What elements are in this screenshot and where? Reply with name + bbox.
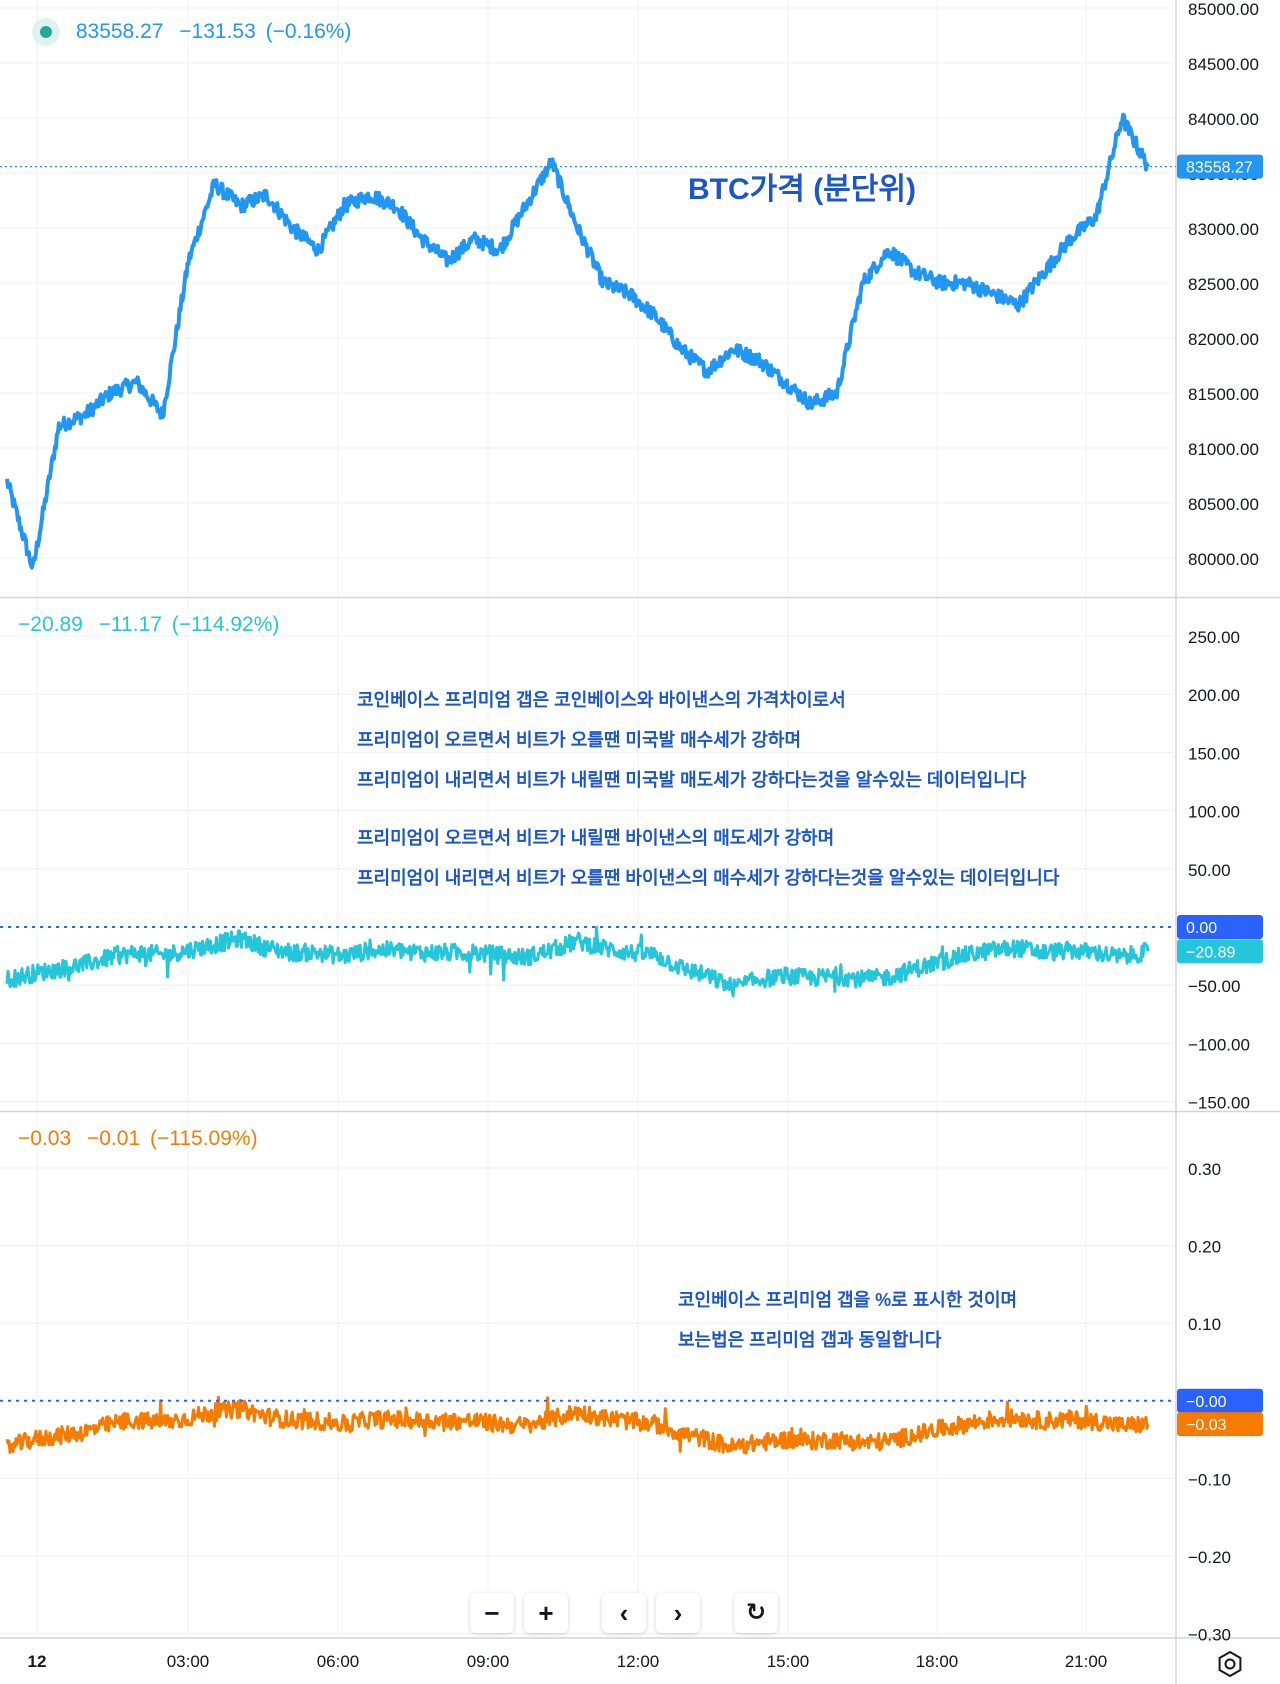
y-tick-label: 80000.00	[1188, 550, 1259, 569]
y-tick-label: 82000.00	[1188, 330, 1259, 349]
gear-icon	[1218, 1651, 1242, 1677]
y-tick-label: 84000.00	[1188, 110, 1259, 129]
btc-legend-pct: (−0.16%)	[265, 19, 352, 43]
y-tick-label: 80500.00	[1188, 495, 1259, 514]
y-tick-label: 50.00	[1188, 861, 1231, 880]
gap-legend: −20.89 −11.17 (−114.92%)	[18, 613, 289, 637]
gap-annotation-line: 프리미엄이 내리면서 비트가 내릴땐 미국발 매도세가 강하다는것을 알수있는 …	[357, 770, 1027, 790]
y-tick-label: 84500.00	[1188, 55, 1259, 74]
series-line[interactable]	[5, 1395, 1150, 1455]
chevron-right-icon: ›	[673, 1598, 683, 1628]
price-badge-label: 0.00	[1186, 920, 1217, 937]
y-tick-label: 81500.00	[1188, 385, 1259, 404]
gap-pct-legend: −0.03 −0.01 (−115.09%)	[18, 1127, 268, 1151]
reset-icon: ↻	[745, 1599, 767, 1626]
y-tick-label: 200.00	[1188, 686, 1240, 705]
axis-settings-button[interactable]	[1214, 1648, 1246, 1680]
y-tick-label: 100.00	[1188, 803, 1240, 822]
reset-chart-button[interactable]: ↻	[734, 1593, 778, 1633]
gap-pct-legend-pct: (−115.09%)	[149, 1127, 258, 1150]
y-tick-label: 82500.00	[1188, 275, 1259, 294]
scroll-right-button[interactable]: ›	[656, 1593, 700, 1633]
x-tick-label: 18:00	[916, 1652, 959, 1671]
gap-annotation-line	[357, 800, 1059, 818]
y-tick-label: 150.00	[1188, 744, 1240, 763]
y-tick-label: 0.30	[1188, 1160, 1221, 1179]
x-tick-label: 03:00	[167, 1652, 210, 1671]
btc-title-annotation: BTC가격 (분단위)	[688, 173, 916, 206]
chart-toolbar: − + ‹ › ↻	[470, 1593, 778, 1633]
gap-pct-legend-change: −0.01	[86, 1127, 141, 1150]
btc-legend-change: −131.53	[179, 19, 256, 43]
series-line[interactable]	[5, 112, 1150, 570]
y-tick-label: 250.00	[1188, 628, 1240, 647]
gap-annotation-line: 프리미엄이 내리면서 비트가 오를땐 바이낸스의 매수세가 강하다는것을 알수있…	[357, 868, 1060, 888]
gap-annotation-line: 프리미엄이 오르면서 비트가 오를땐 미국발 매수세가 강하며	[357, 730, 802, 750]
price-badge-label: −0.00	[1186, 1394, 1227, 1411]
x-tick-label: 06:00	[317, 1652, 360, 1671]
price-badge: 83558.27	[1177, 154, 1263, 179]
y-tick-label: −100.00	[1188, 1035, 1250, 1054]
minus-icon: −	[484, 1598, 500, 1628]
chevron-left-icon: ‹	[619, 1598, 629, 1628]
scroll-left-button[interactable]: ‹	[602, 1593, 646, 1633]
btc-legend: 83558.27 −131.53 (−0.16%)	[32, 18, 361, 46]
btc-status-icon	[32, 18, 60, 46]
gap-legend-change: −11.17	[98, 613, 162, 636]
gap-annotation-line: 프리미엄이 오르면서 비트가 내릴땐 바이낸스의 매도세가 강하며	[357, 828, 835, 848]
x-tick-label: 09:00	[467, 1652, 510, 1671]
x-tick-label: 21:00	[1065, 1652, 1108, 1671]
y-tick-label: 81000.00	[1188, 440, 1259, 459]
plus-icon: +	[538, 1598, 554, 1628]
y-tick-label: 83000.00	[1188, 220, 1259, 239]
gap-annotation: 코인베이스 프리미엄 갭은 코인베이스와 바이낸스의 가격차이로서 프리미엄이 …	[357, 680, 1059, 898]
zoom-out-button[interactable]: −	[470, 1593, 514, 1633]
price-badge: −0.03	[1177, 1412, 1263, 1437]
zoom-in-button[interactable]: +	[524, 1593, 568, 1633]
price-badge: 0.00	[1177, 915, 1263, 939]
y-tick-label: −0.20	[1188, 1548, 1231, 1567]
price-badge-label: −0.03	[1186, 1417, 1227, 1434]
x-tick-label: 12:00	[617, 1652, 660, 1671]
y-tick-label: −0.30	[1188, 1626, 1231, 1645]
x-tick-label: 12	[28, 1652, 47, 1671]
gap-legend-pct: (−114.92%)	[171, 613, 280, 636]
pct-annotation: 코인베이스 프리미엄 갭을 %로 표시한 것이며 보는법은 프리미엄 갭과 동일…	[678, 1280, 1017, 1360]
y-tick-label: −0.10	[1188, 1470, 1231, 1489]
gap-pct-legend-value: −0.03	[18, 1127, 72, 1150]
pct-annotation-line: 보는법은 프리미엄 갭과 동일합니다	[678, 1330, 942, 1350]
btc-legend-price: 83558.27	[75, 19, 164, 43]
y-tick-label: −50.00	[1188, 977, 1240, 996]
y-tick-label: −150.00	[1188, 1094, 1250, 1113]
x-tick-label: 15:00	[767, 1652, 810, 1671]
y-tick-label: 0.10	[1188, 1315, 1221, 1334]
y-tick-label: 85000.00	[1188, 0, 1259, 19]
gap-legend-value: −20.89	[18, 613, 83, 636]
series-line[interactable]	[5, 925, 1150, 998]
pct-annotation-line: 코인베이스 프리미엄 갭을 %로 표시한 것이며	[678, 1290, 1018, 1310]
price-badge-label: −20.89	[1186, 944, 1235, 961]
y-tick-label: 0.20	[1188, 1238, 1221, 1257]
price-badge-label: 83558.27	[1186, 160, 1253, 177]
gap-annotation-line: 코인베이스 프리미엄 갭은 코인베이스와 바이낸스의 가격차이로서	[357, 690, 846, 710]
price-badge: −20.89	[1177, 939, 1263, 964]
price-badge: −0.00	[1177, 1388, 1263, 1413]
